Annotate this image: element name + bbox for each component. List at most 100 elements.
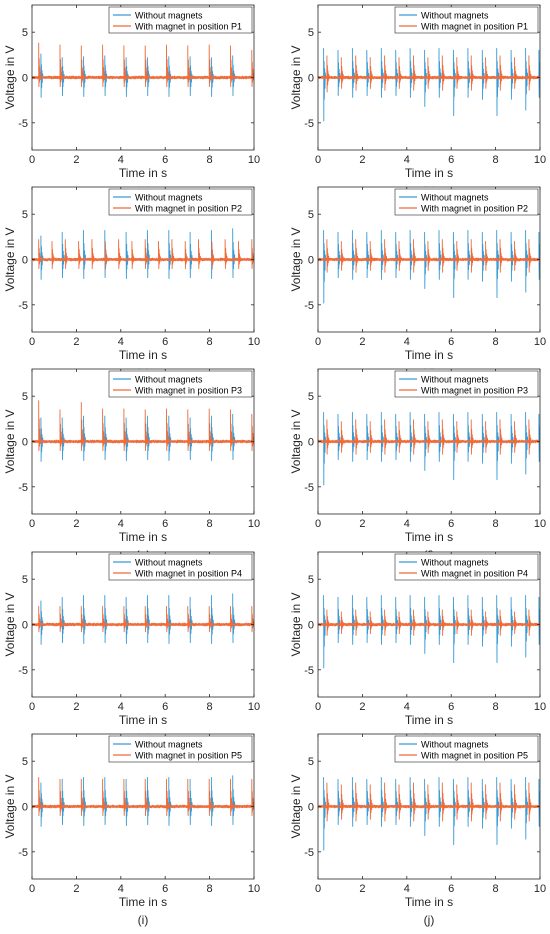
x-tick-label: 0 <box>315 883 321 895</box>
x-tick-label: 6 <box>162 154 168 166</box>
legend-box <box>108 370 253 398</box>
x-tick-label: 2 <box>359 701 365 713</box>
y-axis-label: Voltage in V <box>3 592 17 656</box>
legend-label: With magnet in position P2 <box>421 204 528 214</box>
y-tick-label: 5 <box>308 756 314 768</box>
legend-label: With magnet in position P3 <box>135 386 242 396</box>
x-tick-label: 0 <box>315 701 321 713</box>
x-tick-label: 8 <box>493 701 499 713</box>
y-tick-label: 5 <box>22 27 28 39</box>
y-tick-label: 5 <box>22 209 28 221</box>
panel-caption: (i) <box>138 913 149 927</box>
x-tick-label: 4 <box>118 701 124 713</box>
x-tick-label: 8 <box>207 883 213 895</box>
plot-traces <box>32 775 254 827</box>
plot-traces <box>32 228 254 280</box>
x-tick-label: 6 <box>162 883 168 895</box>
y-tick-label: -5 <box>304 482 314 494</box>
x-tick-label: 8 <box>207 518 213 530</box>
x-tick-label: 10 <box>248 518 260 530</box>
x-tick-label: 6 <box>162 701 168 713</box>
y-tick-label: 0 <box>22 255 28 267</box>
x-tick-label: 6 <box>448 518 454 530</box>
x-tick-label: 4 <box>404 701 410 713</box>
x-axis-label: Time in s <box>119 530 167 544</box>
y-axis-label: Voltage in V <box>289 227 303 291</box>
x-tick-label: 10 <box>248 154 260 166</box>
legend-label: With magnet in position P5 <box>135 751 242 761</box>
x-axis-label: Time in s <box>119 348 167 362</box>
x-tick-label: 6 <box>162 518 168 530</box>
legend-box <box>394 735 539 763</box>
x-axis-label: Time in s <box>119 166 167 180</box>
x-tick-label: 8 <box>207 701 213 713</box>
x-tick-label: 2 <box>73 701 79 713</box>
x-tick-label: 2 <box>359 336 365 348</box>
x-axis-label: Time in s <box>405 530 453 544</box>
x-tick-label: 10 <box>534 518 546 530</box>
y-tick-label: 0 <box>308 255 314 267</box>
y-axis-label: Voltage in V <box>289 774 303 838</box>
plot-traces <box>32 593 254 645</box>
y-tick-label: -5 <box>18 300 28 312</box>
x-axis-label: Time in s <box>119 895 167 909</box>
y-tick-label: 5 <box>22 391 28 403</box>
y-tick-label: -5 <box>18 118 28 130</box>
x-tick-label: 2 <box>73 154 79 166</box>
y-tick-label: 0 <box>22 437 28 449</box>
x-tick-label: 2 <box>359 883 365 895</box>
x-tick-label: 8 <box>493 883 499 895</box>
y-tick-label: 5 <box>308 574 314 586</box>
x-tick-label: 6 <box>448 154 454 166</box>
x-tick-label: 6 <box>448 701 454 713</box>
legend-label: With magnet in position P5 <box>421 751 528 761</box>
x-tick-label: 6 <box>162 336 168 348</box>
x-tick-label: 0 <box>29 154 35 166</box>
x-axis-label: Time in s <box>405 166 453 180</box>
x-tick-label: 4 <box>404 518 410 530</box>
legend-box <box>394 188 539 216</box>
x-tick-label: 0 <box>29 518 35 530</box>
y-tick-label: 0 <box>308 620 314 632</box>
legend-label: Without magnets <box>135 740 203 750</box>
x-tick-label: 0 <box>29 701 35 713</box>
plot-traces <box>318 595 540 669</box>
legend-label: With magnet in position P3 <box>421 386 528 396</box>
y-tick-label: -5 <box>18 665 28 677</box>
x-tick-label: 4 <box>118 154 124 166</box>
x-tick-label: 8 <box>493 154 499 166</box>
legend-label: With magnet in position P1 <box>135 22 242 32</box>
x-tick-label: 10 <box>534 701 546 713</box>
x-tick-label: 10 <box>534 336 546 348</box>
plot-traces <box>318 48 540 122</box>
y-tick-label: 5 <box>308 27 314 39</box>
x-tick-label: 2 <box>359 154 365 166</box>
legend-label: With magnet in position P2 <box>135 204 242 214</box>
x-tick-label: 2 <box>73 336 79 348</box>
plot-traces <box>318 777 540 851</box>
x-tick-label: 4 <box>118 518 124 530</box>
y-tick-label: -5 <box>18 482 28 494</box>
legend-label: With magnet in position P4 <box>135 569 242 579</box>
x-tick-label: 8 <box>493 336 499 348</box>
legend-label: With magnet in position P4 <box>421 569 528 579</box>
x-axis-label: Time in s <box>405 895 453 909</box>
plot-traces <box>32 42 254 98</box>
legend-label: With magnet in position P1 <box>421 22 528 32</box>
y-tick-label: 0 <box>22 802 28 814</box>
x-tick-label: 0 <box>29 883 35 895</box>
x-tick-label: 0 <box>315 336 321 348</box>
y-tick-label: -5 <box>304 847 314 859</box>
x-tick-label: 4 <box>404 883 410 895</box>
legend-box <box>108 735 253 763</box>
legend-box <box>108 188 253 216</box>
x-tick-label: 4 <box>404 154 410 166</box>
plot-traces <box>318 412 540 486</box>
y-axis-label: Voltage in V <box>289 45 303 109</box>
